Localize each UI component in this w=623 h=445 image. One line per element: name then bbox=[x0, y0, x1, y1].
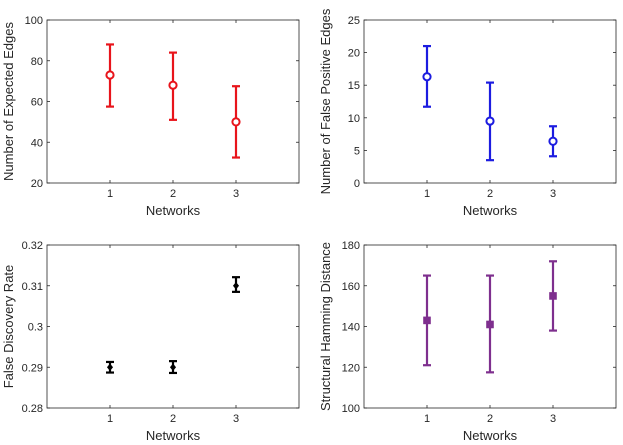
data-point bbox=[423, 316, 431, 325]
y-tick-label: 0.3 bbox=[28, 322, 43, 334]
x-tick-label: 2 bbox=[170, 188, 176, 200]
y-tick-label: 180 bbox=[342, 240, 360, 252]
x-tick-label: 2 bbox=[487, 413, 493, 425]
y-tick-label: 0 bbox=[354, 178, 360, 190]
x-axis-label: Networks bbox=[146, 428, 201, 443]
y-tick-label: 0.32 bbox=[22, 240, 43, 252]
x-axis-label: Networks bbox=[146, 203, 201, 218]
chart-2: 1 2 3 0 5 10 15 20 25 Networks Number of False Pos… bbox=[318, 8, 617, 218]
data-point bbox=[105, 70, 115, 80]
chart-4: 1 2 3 100 120 140 160 180 Networks Structural Ham… bbox=[318, 240, 617, 443]
x-tick-label: 3 bbox=[233, 413, 239, 425]
x-tick-label: 3 bbox=[233, 188, 239, 200]
y-tick-label: 140 bbox=[342, 322, 360, 334]
x-axis-label: Networks bbox=[463, 203, 518, 218]
y-axis-label: Number of Expected Edges bbox=[1, 22, 16, 181]
data-point bbox=[168, 80, 178, 90]
data-point bbox=[106, 363, 114, 372]
x-tick-label: 1 bbox=[107, 413, 113, 425]
data-point bbox=[486, 320, 494, 329]
y-tick-label: 20 bbox=[31, 178, 43, 190]
x-tick-label: 3 bbox=[550, 413, 556, 425]
y-axis-label: Number of False Positive Edges bbox=[318, 8, 333, 194]
y-tick-label: 5 bbox=[354, 145, 360, 157]
y-tick-label: 100 bbox=[342, 403, 360, 415]
x-tick-label: 2 bbox=[487, 188, 493, 200]
y-tick-label: 0.29 bbox=[22, 362, 43, 374]
y-tick-label: 20 bbox=[348, 48, 360, 60]
y-axis-label: False Discovery Rate bbox=[1, 265, 16, 389]
x-tick-label: 1 bbox=[424, 188, 430, 200]
data-point bbox=[169, 363, 177, 372]
x-tick-label: 1 bbox=[107, 188, 113, 200]
y-tick-label: 160 bbox=[342, 281, 360, 293]
data-point bbox=[231, 117, 241, 127]
chart-3: 1 2 3 0.28 0.29 0.3 0.31 0.32 Networks False Disc… bbox=[1, 240, 300, 443]
x-axis-label: Networks bbox=[463, 428, 518, 443]
data-point bbox=[548, 136, 558, 146]
y-tick-label: 10 bbox=[348, 113, 360, 125]
x-tick-label: 2 bbox=[170, 413, 176, 425]
y-axis-label: Structural Hamming Distance bbox=[318, 242, 333, 411]
chart-1: 1 2 3 20 40 60 80 100 Networks Number of Expected… bbox=[1, 15, 300, 218]
plot-frame bbox=[46, 244, 300, 409]
y-tick-label: 80 bbox=[31, 56, 43, 68]
y-tick-label: 15 bbox=[348, 80, 360, 92]
data-point bbox=[549, 292, 557, 300]
y-tick-label: 120 bbox=[342, 362, 360, 374]
y-tick-label: 60 bbox=[31, 97, 43, 109]
y-tick-label: 25 bbox=[348, 15, 360, 27]
y-tick-label: 0.28 bbox=[22, 403, 43, 415]
data-point bbox=[485, 116, 495, 126]
y-tick-label: 0.31 bbox=[22, 281, 43, 293]
data-point bbox=[232, 281, 240, 290]
y-tick-label: 40 bbox=[31, 137, 43, 149]
x-tick-label: 3 bbox=[550, 188, 556, 200]
y-tick-label: 100 bbox=[25, 15, 43, 27]
data-point bbox=[422, 72, 432, 82]
x-tick-label: 1 bbox=[424, 413, 430, 425]
